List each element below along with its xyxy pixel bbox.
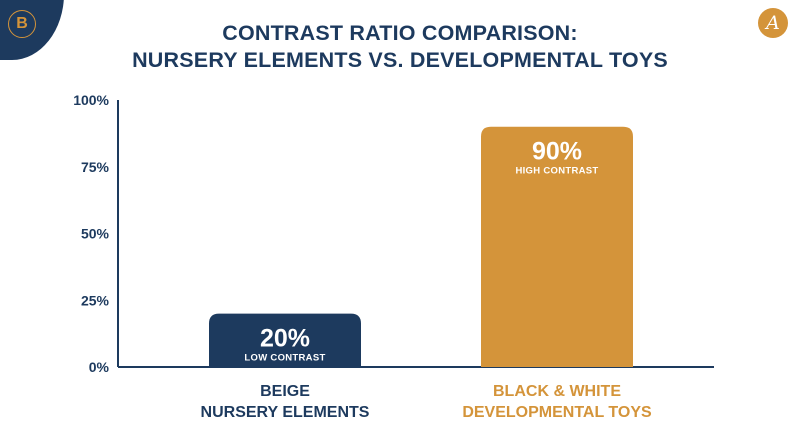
- bar: [481, 126, 633, 367]
- y-tick-label: 25%: [81, 292, 110, 308]
- category-label-beige: BEIGE NURSERY ELEMENTS: [155, 381, 415, 423]
- chart-title-line-2: NURSERY ELEMENTS VS. DEVELOPMENTAL TOYS: [132, 48, 668, 72]
- y-tick-label: 0%: [89, 359, 110, 375]
- y-tick-label: 75%: [81, 159, 110, 175]
- bar: [209, 313, 361, 367]
- bar-value-label: 90%: [532, 138, 582, 166]
- category-label-line: BEIGE: [260, 383, 310, 400]
- accent-logo-icon: A: [758, 8, 788, 38]
- bar-value-label: 20%: [260, 325, 310, 353]
- category-label-line: BLACK & WHITE: [493, 383, 621, 400]
- category-label-line: DEVELOPMENTAL TOYS: [462, 404, 652, 421]
- chart-title-line-1: CONTRAST RATIO COMPARISON:: [222, 21, 578, 45]
- category-label-line: NURSERY ELEMENTS: [200, 404, 370, 421]
- bar-note-label: HIGH CONTRAST: [515, 166, 598, 177]
- bar-note-label: LOW CONTRAST: [244, 353, 325, 364]
- category-label-black-white: BLACK & WHITE DEVELOPMENTAL TOYS: [427, 381, 687, 423]
- y-tick-label: 100%: [73, 92, 109, 108]
- y-tick-label: 50%: [81, 226, 110, 242]
- brand-logo-icon: B: [8, 10, 36, 38]
- chart-title: CONTRAST RATIO COMPARISON: NURSERY ELEME…: [0, 20, 800, 74]
